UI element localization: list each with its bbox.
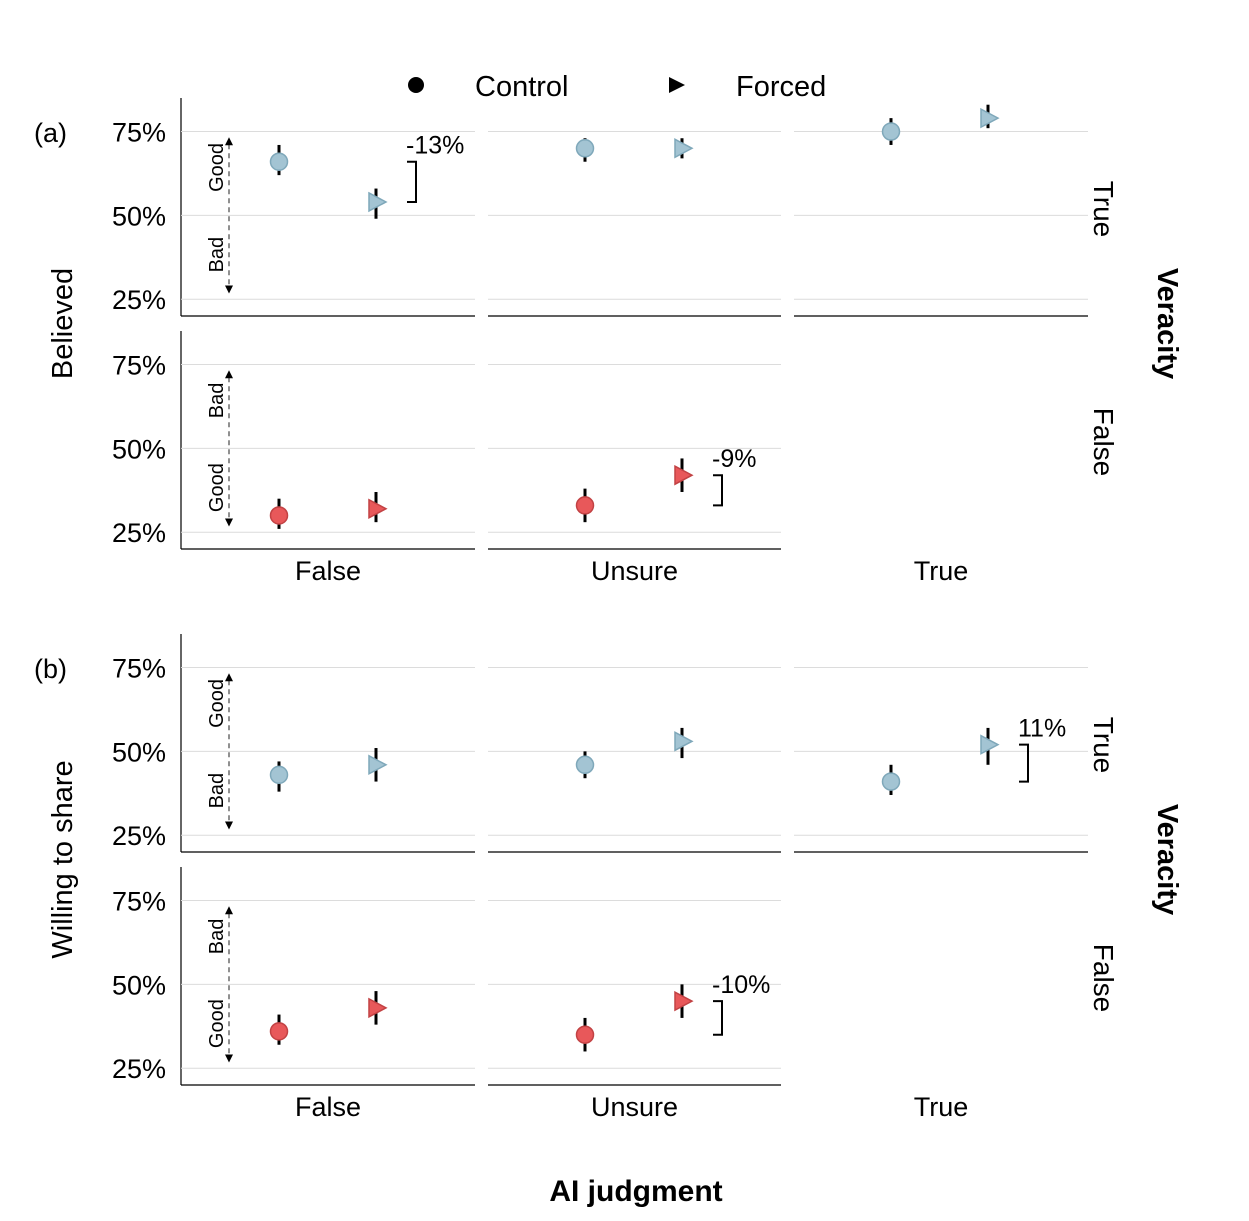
y-tick-label: 25%	[112, 821, 166, 851]
guide-lower-label: Bad	[206, 773, 228, 809]
x-tick-label: True	[914, 556, 969, 586]
guide-arrow-up	[225, 673, 233, 682]
y-tick-label: 50%	[112, 970, 166, 1000]
y-tick-label: 50%	[112, 434, 166, 464]
y-tick-label: 75%	[112, 887, 166, 917]
x-tick-label: False	[295, 556, 361, 586]
forced-point	[980, 734, 1000, 755]
panel-label: (b)	[34, 654, 67, 684]
control-point	[269, 1022, 289, 1041]
control-point	[881, 772, 901, 791]
x-tick-label: Unsure	[591, 556, 678, 586]
veracity-strip-title: Veracity	[1151, 804, 1183, 915]
difference-label: 11%	[1018, 715, 1066, 743]
y-tick-label: 25%	[112, 285, 166, 315]
control-point	[575, 139, 595, 158]
control-point	[881, 122, 901, 141]
control-point	[269, 765, 289, 785]
difference-bracket	[1019, 743, 1029, 783]
panel-label: (a)	[34, 118, 67, 148]
veracity-strip-label: True	[1088, 717, 1119, 774]
x-tick-label: Unsure	[591, 1092, 678, 1122]
veracity-strip-label: True	[1088, 181, 1119, 238]
guide-arrow-down	[225, 285, 233, 294]
control-point	[575, 1025, 595, 1044]
guide-arrow-down	[225, 821, 233, 830]
veracity-strip-label: False	[1088, 944, 1119, 1012]
difference-label: -9%	[712, 445, 756, 473]
guide-lower-label: Good	[206, 999, 228, 1048]
guide-arrow-up	[225, 137, 233, 146]
legend-forced-label: Forced	[736, 71, 826, 103]
forced-point	[674, 731, 694, 752]
guide-arrow-down	[225, 518, 233, 527]
difference-label: -13%	[406, 132, 464, 160]
guide-upper-label: Bad	[206, 383, 228, 419]
control-point	[575, 496, 595, 515]
forced-point	[674, 464, 694, 486]
forced-point	[368, 754, 388, 776]
y-axis-title: Willing to share	[47, 760, 79, 958]
veracity-strip-title: Veracity	[1151, 268, 1183, 379]
forced-point	[980, 107, 1000, 129]
difference-bracket	[713, 474, 723, 507]
difference-label: -10%	[712, 971, 770, 999]
guide-lower-label: Bad	[206, 237, 228, 273]
forced-point	[368, 997, 388, 1019]
forced-point	[368, 191, 388, 213]
guide-upper-label: Bad	[206, 919, 228, 955]
y-tick-label: 50%	[112, 737, 166, 767]
control-point	[575, 755, 595, 775]
difference-bracket	[713, 1000, 723, 1036]
y-tick-label: 75%	[112, 118, 166, 148]
x-tick-label: False	[295, 1092, 361, 1122]
x-tick-label: True	[914, 1092, 969, 1122]
y-tick-label: 75%	[112, 654, 166, 684]
control-point	[269, 152, 289, 171]
forced-point	[674, 990, 694, 1012]
guide-upper-label: Good	[206, 679, 228, 728]
forced-point	[674, 138, 694, 159]
legend-control-symbol	[408, 77, 424, 93]
guide-lower-label: Good	[206, 463, 228, 512]
guide-arrow-up	[225, 370, 233, 379]
guide-arrow-up	[225, 906, 233, 915]
forced-point	[368, 498, 388, 519]
y-tick-label: 25%	[112, 518, 166, 548]
y-tick-label: 50%	[112, 201, 166, 231]
control-point	[269, 506, 289, 525]
legend-forced-symbol	[669, 77, 685, 93]
x-axis-title: AI judgment	[549, 1175, 722, 1208]
guide-upper-label: Good	[206, 143, 228, 192]
y-axis-title: Believed	[47, 268, 79, 379]
legend-control-label: Control	[475, 71, 569, 103]
difference-bracket	[407, 160, 417, 203]
veracity-strip-label: False	[1088, 408, 1119, 476]
guide-arrow-down	[225, 1054, 233, 1063]
y-tick-label: 25%	[112, 1054, 166, 1084]
y-tick-label: 75%	[112, 351, 166, 381]
